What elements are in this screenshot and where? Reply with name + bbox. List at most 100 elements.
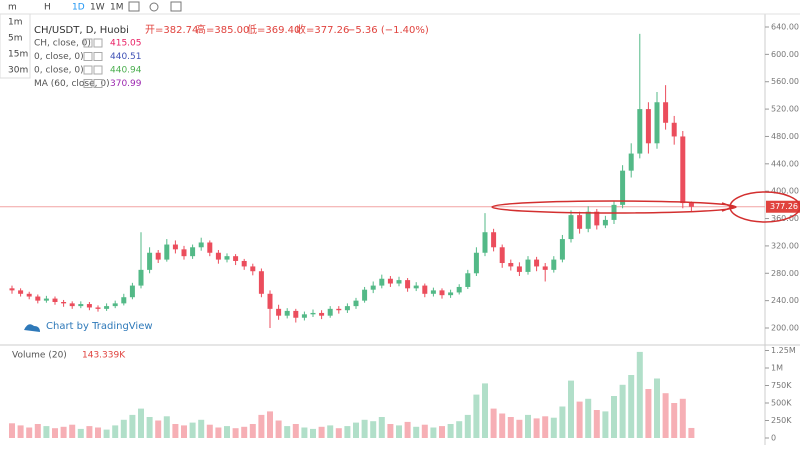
- volume-bar: [456, 421, 463, 438]
- toolbar-item[interactable]: 1M: [110, 3, 124, 13]
- volume-bar: [120, 419, 127, 438]
- volume-bar: [550, 417, 557, 438]
- toolbar-item[interactable]: 1W: [90, 3, 105, 13]
- volume-bar: [275, 420, 282, 438]
- symbol: CH/USDT, D, Huobi: [34, 25, 129, 36]
- indicator-value: 370.99: [110, 79, 142, 89]
- y-tick-label: 1M: [771, 364, 783, 373]
- annotation-circle: [729, 191, 800, 223]
- y-tick-label: 280.00: [771, 269, 799, 278]
- volume-bar: [464, 414, 471, 438]
- candle-body: [379, 278, 385, 286]
- toolbar-icon[interactable]: [128, 1, 140, 12]
- volume-bar: [129, 414, 136, 438]
- candle-body: [276, 308, 282, 316]
- volume-bar: [679, 398, 686, 438]
- y-tick-label: 320.00: [771, 241, 799, 250]
- volume-bar: [370, 421, 377, 438]
- menu-item[interactable]: 15m: [8, 50, 28, 60]
- candle-body: [112, 303, 118, 307]
- volume-bar: [568, 380, 574, 438]
- volume-bar: [86, 426, 93, 438]
- indicator-value: 440.94: [110, 66, 142, 76]
- y-tick-label: 400.00: [771, 187, 799, 196]
- volume-bar: [249, 424, 256, 438]
- candle-body: [258, 271, 264, 294]
- volume-bar: [43, 426, 50, 438]
- volume-bar: [69, 424, 76, 438]
- candle-body: [233, 256, 239, 261]
- toolbar-icon[interactable]: [170, 1, 182, 12]
- candle-body: [164, 244, 170, 260]
- toolbar-item[interactable]: 1D: [72, 3, 85, 13]
- volume-bar: [34, 424, 41, 438]
- volume-bar: [378, 417, 385, 438]
- volume-bar: [542, 416, 549, 438]
- volume-bar: [112, 425, 119, 438]
- candle-body: [129, 285, 135, 298]
- volume-bar: [602, 411, 609, 438]
- candle-body: [319, 312, 325, 316]
- volume-bar: [198, 419, 205, 438]
- candle-body: [293, 310, 299, 318]
- volume-bar: [490, 408, 497, 438]
- volume-bar: [507, 417, 514, 438]
- volume-bar: [585, 398, 592, 438]
- y-tick-label: 440.00: [771, 159, 799, 168]
- watermark[interactable]: Chart by TradingView: [46, 321, 153, 332]
- menu-item[interactable]: 30m: [8, 66, 28, 76]
- candle-body: [43, 298, 49, 301]
- toolbar-icon[interactable]: [149, 2, 159, 12]
- volume-bar: [52, 428, 58, 438]
- candle-body: [577, 215, 583, 229]
- candle-body: [430, 290, 436, 294]
- candle-body: [654, 102, 660, 144]
- volume-bar: [439, 426, 445, 438]
- menu-item[interactable]: 1m: [8, 18, 23, 28]
- candle-body: [491, 232, 497, 248]
- high: 高=385.00: [196, 23, 249, 36]
- volume-bar: [284, 426, 291, 438]
- candle-body: [138, 269, 144, 286]
- candle-body: [250, 266, 256, 272]
- candle-body: [568, 215, 574, 240]
- volume-bar: [301, 427, 308, 438]
- volume-bar: [516, 419, 523, 438]
- volume-title: Volume (20): [12, 351, 67, 361]
- candle-body: [327, 308, 333, 316]
- volume-bar: [593, 410, 600, 438]
- volume-value: 143.339K: [82, 351, 126, 361]
- volume-bar: [155, 420, 162, 438]
- candle-body: [413, 285, 419, 289]
- volume-bar: [344, 426, 351, 438]
- candle-body: [198, 242, 204, 248]
- y-tick-label: 250K: [771, 416, 792, 425]
- volume-bar: [267, 411, 273, 438]
- indicator-icon: [83, 65, 93, 75]
- volume-bar: [430, 427, 437, 438]
- volume-bar: [525, 414, 531, 438]
- volume-bar: [103, 429, 110, 438]
- candle-body: [688, 202, 694, 207]
- volume-bar: [215, 427, 222, 438]
- toolbar-item[interactable]: m: [8, 3, 17, 13]
- volume-bar: [396, 425, 402, 438]
- candle-body: [559, 239, 565, 260]
- y-tick-label: 500K: [771, 399, 792, 408]
- low: 低=369.40: [247, 23, 300, 36]
- volume-bar: [181, 425, 187, 438]
- candle-body: [551, 259, 557, 270]
- candle-body: [267, 293, 273, 309]
- candle-body: [628, 153, 634, 171]
- indicator-name: MA (60, close, 0): [34, 79, 110, 89]
- volume-bar: [327, 425, 334, 438]
- menu-item[interactable]: 5m: [8, 34, 23, 44]
- candle-body: [9, 288, 15, 291]
- toolbar-item[interactable]: H: [44, 3, 51, 13]
- y-tick-label: 520.00: [771, 105, 799, 114]
- indicator-name: CH, close, 0): [34, 39, 91, 49]
- y-tick-label: 1.25M: [771, 346, 796, 355]
- candle-body: [190, 247, 196, 257]
- volume-bar: [206, 424, 213, 438]
